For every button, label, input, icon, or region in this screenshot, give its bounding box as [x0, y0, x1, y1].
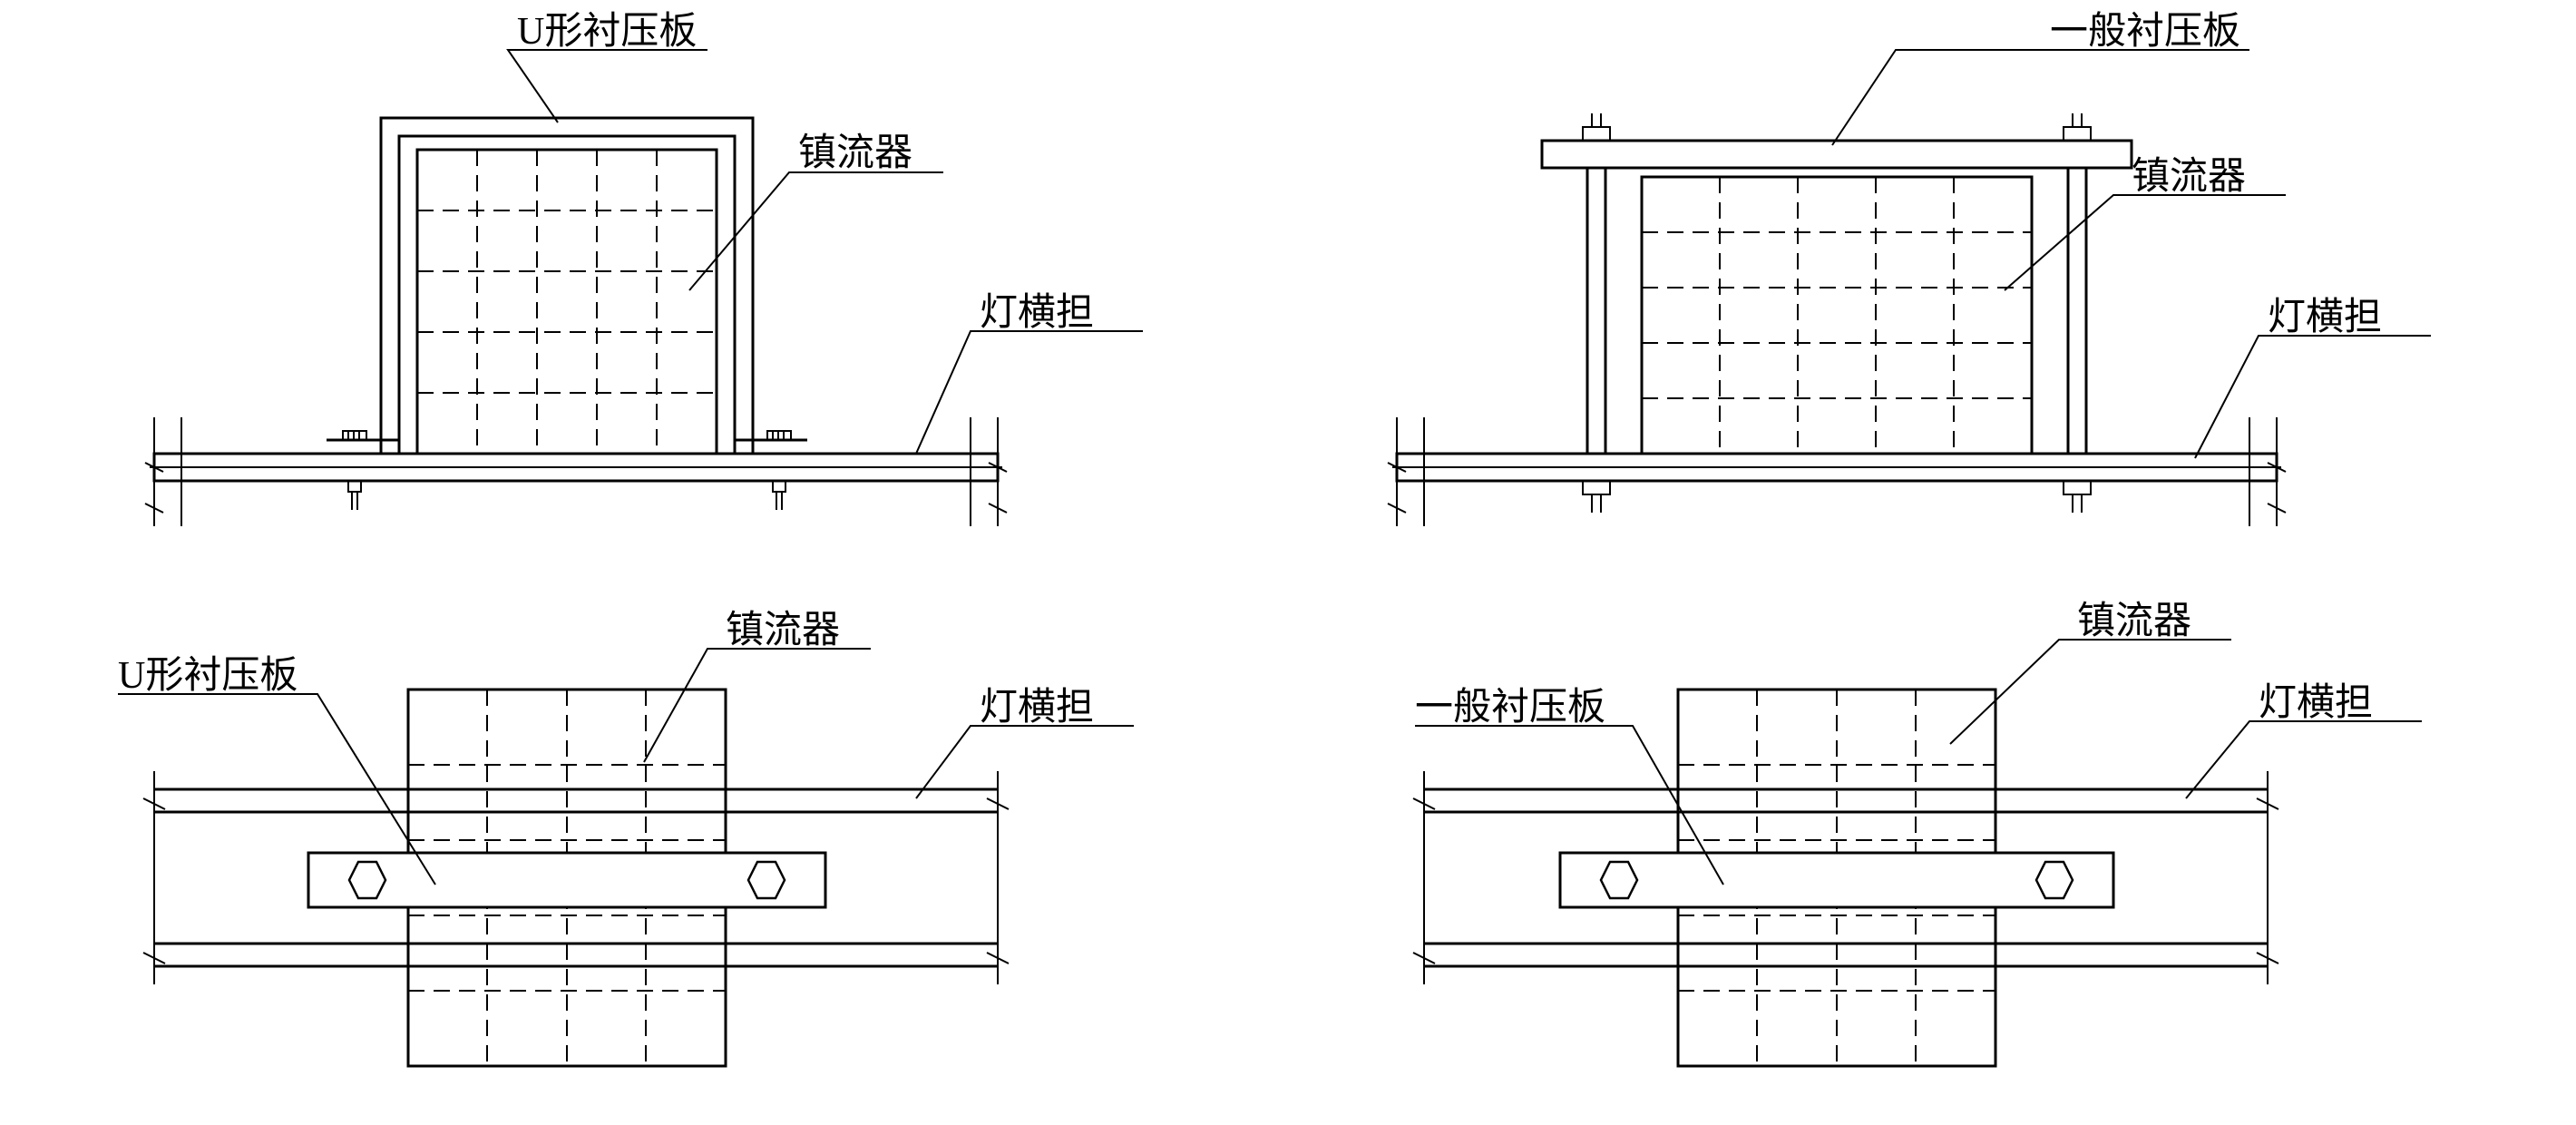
- diagram-svg-bottom-left: U形衬压板 镇流器 灯横担: [0, 562, 1288, 1125]
- label-plate: 一般衬压板: [2050, 11, 2240, 53]
- label-plate: U形衬压板: [517, 11, 697, 53]
- diagram-svg-bottom-right: 一般衬压板 镇流器 灯横担: [1288, 562, 2576, 1125]
- label-ballast: 镇流器: [2077, 601, 2191, 642]
- diagram-top-right: 一般衬压板 镇流器 灯横担: [1288, 0, 2576, 562]
- label-plate: 一般衬压板: [1415, 687, 1605, 729]
- label-crossarm: 灯横担: [980, 687, 1094, 729]
- diagram-svg-top-left: U形衬压板 镇流器 灯横担: [0, 0, 1288, 562]
- diagram-top-left: U形衬压板 镇流器 灯横担: [0, 0, 1288, 562]
- diagram-svg-top-right: 一般衬压板 镇流器 灯横担: [1288, 0, 2576, 562]
- label-plate: U形衬压板: [118, 655, 298, 697]
- label-crossarm: 灯横担: [2268, 297, 2382, 338]
- label-ballast: 镇流器: [798, 132, 912, 174]
- label-crossarm: 灯横担: [980, 292, 1094, 334]
- diagram-bottom-right: 一般衬压板 镇流器 灯横担: [1288, 562, 2576, 1125]
- label-crossarm: 灯横担: [2259, 682, 2373, 724]
- label-ballast: 镇流器: [2132, 156, 2246, 198]
- diagram-bottom-left: U形衬压板 镇流器 灯横担: [0, 562, 1288, 1125]
- label-ballast: 镇流器: [726, 610, 840, 651]
